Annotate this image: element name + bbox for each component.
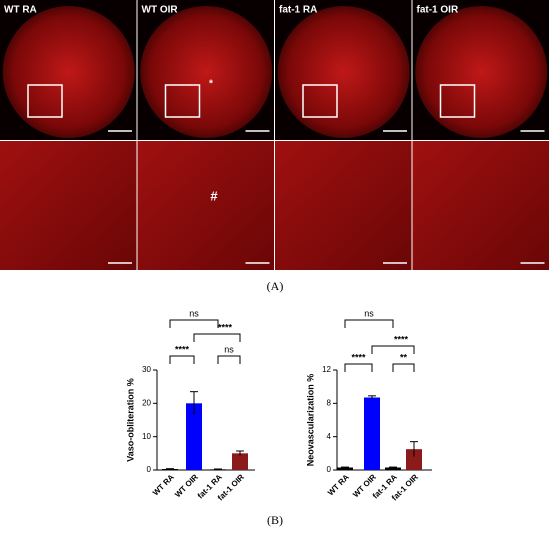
- caption: (A): [267, 279, 284, 293]
- y-tick-label: 30: [142, 365, 151, 374]
- y-tick-label: 20: [142, 398, 151, 407]
- retina: [2, 6, 135, 138]
- caption: (B): [267, 513, 283, 527]
- y-tick-label: 0: [147, 465, 152, 474]
- x-tick-label: WT RA: [151, 472, 176, 497]
- significance-label: ****: [351, 352, 366, 362]
- y-tick-label: 8: [327, 398, 332, 407]
- significance-bracket: [217, 355, 241, 364]
- bar: [186, 403, 202, 470]
- significance-label: ****: [394, 334, 409, 344]
- y-tick-label: 10: [142, 432, 151, 441]
- retina: [277, 6, 410, 138]
- significance-label: ****: [218, 322, 233, 332]
- panel-label: fat-1 RA: [279, 5, 317, 16]
- image-panels: WT RA WT OIR fat-1 RA fat-1 OIR: [0, 0, 549, 270]
- bar: [232, 453, 248, 470]
- bar: [364, 397, 380, 470]
- zoom-image: [137, 141, 274, 270]
- y-tick-label: 0: [327, 465, 332, 474]
- zoom-image: [412, 141, 549, 270]
- significance-bracket: [344, 363, 373, 372]
- significance-label: ns: [224, 344, 234, 354]
- panel-label: fat-1 OIR: [417, 5, 459, 16]
- image-mark: #: [210, 188, 218, 203]
- bar: [210, 469, 226, 470]
- significance-label: ****: [175, 344, 190, 354]
- significance-bracket: [193, 333, 241, 342]
- zoom-box: [27, 84, 63, 118]
- zoom-box: [164, 84, 201, 118]
- zoom-image: [0, 141, 137, 270]
- x-tick-label: WT RA: [326, 472, 351, 497]
- zoom-box: [439, 84, 476, 118]
- bar: [162, 469, 178, 470]
- zoom-image: [275, 141, 412, 270]
- y-axis-label: Neovascularization %: [305, 374, 315, 467]
- y-tick-label: 4: [327, 432, 332, 441]
- image-mark: *: [209, 79, 213, 90]
- significance-label: **: [400, 352, 408, 362]
- significance-bracket: [344, 319, 394, 328]
- retina: [415, 6, 548, 138]
- significance-label: ns: [364, 308, 374, 318]
- significance-bracket: [392, 363, 415, 372]
- significance-bracket: [371, 345, 415, 354]
- panel-label: WT OIR: [142, 5, 179, 16]
- panel-label: WT RA: [4, 5, 37, 16]
- retina: [140, 6, 273, 138]
- y-tick-label: 12: [322, 365, 331, 374]
- significance-bracket: [169, 355, 195, 364]
- significance-bracket: [169, 319, 219, 328]
- bar: [337, 467, 353, 470]
- zoom-box: [302, 84, 338, 118]
- significance-label: ns: [189, 308, 199, 318]
- y-axis-label: Vaso-obliteration %: [125, 378, 135, 462]
- bar: [406, 449, 422, 470]
- bar: [385, 467, 401, 470]
